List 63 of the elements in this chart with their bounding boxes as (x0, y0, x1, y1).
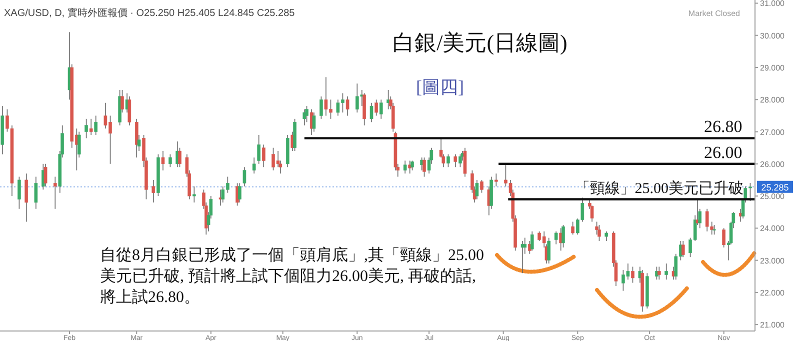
candlestick (657, 266, 661, 280)
candlestick (554, 230, 558, 245)
candlestick (192, 186, 196, 203)
candlestick (134, 118, 138, 158)
candlestick (631, 266, 634, 284)
candlestick (302, 108, 306, 126)
candlestick (238, 182, 242, 203)
candlestick (355, 83, 359, 113)
candlestick (571, 221, 574, 235)
annotation: XAG/USD, D, 實時外匯報價 · O25.250 H25.405 L24.845 C25.285 (4, 7, 296, 19)
candlestick (664, 263, 668, 280)
candlestick (403, 160, 407, 174)
candlestick (410, 160, 414, 171)
candlestick (712, 224, 716, 235)
y-tick-label: 27.000 (760, 128, 786, 137)
annotation: 26.00 (704, 142, 742, 162)
candlestick (454, 154, 458, 168)
candlestick (152, 180, 156, 203)
y-tick-label: 28.000 (760, 96, 786, 105)
candlestick (242, 166, 246, 187)
candlestick (252, 157, 256, 174)
candlestick (320, 96, 323, 120)
candlestick (305, 106, 308, 123)
candlestick (722, 228, 726, 248)
candlestick (379, 99, 383, 120)
y-tick-label: 30.000 (760, 31, 786, 40)
text: [圖四] (416, 77, 464, 97)
annotation: 自從8月白銀已形成了一個「頭肩底」,其「頸線」25.00 美元已升破, 預計將上試下個阻力26.00美元, 再破的話, 將上試26.80。 (100, 246, 484, 306)
candlestick (446, 154, 450, 168)
y-tick-label: 29.000 (760, 63, 786, 72)
annotation: 「頸線」25.00美元已升破 (574, 180, 744, 198)
text: 白銀/美元(日線圖) (392, 30, 568, 55)
candlestick (312, 112, 316, 132)
candlestick (422, 157, 426, 178)
candlestick (480, 180, 484, 194)
candlestick (370, 102, 374, 123)
candlestick (547, 237, 551, 264)
y-tick-label: 21.000 (760, 320, 786, 330)
y-tick-label: 24.000 (760, 224, 786, 234)
y-tick-label: 31.000 (760, 0, 786, 8)
annotation: Market Closed (688, 9, 740, 18)
candlestick (562, 224, 565, 248)
candlestick (257, 134, 261, 164)
candlestick (346, 96, 350, 116)
candlestick (161, 150, 165, 171)
y-tick-label: 22.000 (760, 288, 786, 298)
candlestick (604, 230, 608, 242)
y-tick-label: 25.000 (760, 192, 786, 202)
candlestick (458, 154, 462, 168)
candlestick (598, 224, 601, 242)
candlestick (494, 173, 498, 187)
candlestick (681, 240, 685, 258)
candlestick (408, 160, 412, 174)
y-tick-label: 26.000 (760, 160, 786, 169)
candlestick (475, 180, 479, 200)
candlestick (374, 99, 378, 116)
candlestick (530, 230, 534, 252)
candlestick (262, 144, 266, 168)
candlestick (168, 154, 172, 168)
candlestick (463, 147, 467, 178)
ref-line-label: 25.285 (761, 182, 789, 192)
y-tick-label: 23.000 (760, 256, 786, 266)
annotation: 26.80 (704, 117, 742, 136)
